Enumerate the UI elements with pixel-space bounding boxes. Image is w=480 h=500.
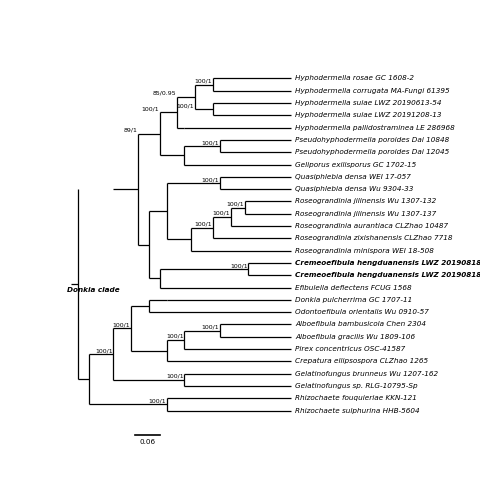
Text: Efibulella deflectens FCUG 1568: Efibulella deflectens FCUG 1568	[295, 284, 411, 290]
Text: 100/1: 100/1	[141, 106, 158, 112]
Text: Quasiphlebia densa WEI 17-057: Quasiphlebia densa WEI 17-057	[295, 174, 410, 180]
Text: Geliporus exilisporus GC 1702-15: Geliporus exilisporus GC 1702-15	[295, 162, 416, 168]
Text: Pseudohyphodermella poroides Dai 12045: Pseudohyphodermella poroides Dai 12045	[295, 150, 448, 156]
Text: 100/1: 100/1	[194, 78, 212, 84]
Text: Hyphodermella suiae LWZ 20190613-54: Hyphodermella suiae LWZ 20190613-54	[295, 100, 441, 106]
Text: Roseograndinia minispora WEI 18-508: Roseograndinia minispora WEI 18-508	[295, 248, 433, 254]
Text: 100/1: 100/1	[201, 140, 219, 145]
Text: Odontoefibula orientalis Wu 0910-57: Odontoefibula orientalis Wu 0910-57	[295, 309, 428, 315]
Text: Roseograndinia aurantiaca CLZhao 10487: Roseograndinia aurantiaca CLZhao 10487	[295, 223, 447, 229]
Text: Donkia pulcherrima GC 1707-11: Donkia pulcherrima GC 1707-11	[295, 297, 411, 303]
Text: 100/1: 100/1	[212, 211, 229, 216]
Text: Alboefibula gracilis Wu 1809-106: Alboefibula gracilis Wu 1809-106	[295, 334, 414, 340]
Text: 100/1: 100/1	[166, 334, 183, 339]
Text: Alboefibula bambusicola Chen 2304: Alboefibula bambusicola Chen 2304	[295, 322, 425, 328]
Text: Hyphodermella pallidostraminea LE 286968: Hyphodermella pallidostraminea LE 286968	[295, 124, 454, 130]
Text: Roseograndinia jilinensis Wu 1307-137: Roseograndinia jilinensis Wu 1307-137	[295, 211, 435, 217]
Text: 100/1: 100/1	[229, 263, 247, 268]
Text: Hyphodermella corrugata MA-Fungi 61395: Hyphodermella corrugata MA-Fungi 61395	[295, 88, 449, 94]
Text: 100/1: 100/1	[201, 324, 219, 330]
Text: Pseudohyphodermella poroides Dai 10848: Pseudohyphodermella poroides Dai 10848	[295, 137, 448, 143]
Text: Donkia clade: Donkia clade	[66, 287, 119, 293]
Text: Roseograndinia jilinensis Wu 1307-132: Roseograndinia jilinensis Wu 1307-132	[295, 198, 435, 204]
Text: Crepatura ellipsospora CLZhao 1265: Crepatura ellipsospora CLZhao 1265	[295, 358, 427, 364]
Text: 100/1: 100/1	[194, 222, 212, 226]
Text: Pirex concentricus OSC-41587: Pirex concentricus OSC-41587	[295, 346, 405, 352]
Text: 0.06: 0.06	[139, 440, 155, 446]
Text: Gelatinofungus sp. RLG-10795-Sp: Gelatinofungus sp. RLG-10795-Sp	[295, 383, 417, 389]
Text: Gelatinofungus brunneus Wu 1207-162: Gelatinofungus brunneus Wu 1207-162	[295, 370, 437, 376]
Text: Quasiphlebia densa Wu 9304-33: Quasiphlebia densa Wu 9304-33	[295, 186, 413, 192]
Text: 100/1: 100/1	[176, 103, 194, 108]
Text: 100/1: 100/1	[148, 398, 166, 404]
Text: Hyphodermella suiae LWZ 20191208-13: Hyphodermella suiae LWZ 20191208-13	[295, 112, 441, 118]
Text: 100/1: 100/1	[201, 177, 219, 182]
Text: Rhizochaete fouquieriae KKN-121: Rhizochaete fouquieriae KKN-121	[295, 395, 416, 402]
Text: Rhizochaete sulphurina HHB-5604: Rhizochaete sulphurina HHB-5604	[295, 408, 419, 414]
Text: Hyphodermella rosae GC 1608-2: Hyphodermella rosae GC 1608-2	[295, 76, 413, 82]
Text: 89/1: 89/1	[123, 128, 137, 133]
Text: 100/1: 100/1	[166, 374, 183, 379]
Text: 100/1: 100/1	[113, 322, 130, 328]
Text: Cremeoefibula hengduanensis LWZ 20190818-30b: Cremeoefibula hengduanensis LWZ 20190818…	[295, 272, 480, 278]
Text: Roseograndinia zixishanensis CLZhao 7718: Roseograndinia zixishanensis CLZhao 7718	[295, 236, 452, 242]
Text: 100/1: 100/1	[226, 202, 243, 206]
Text: Cremeoefibula hengduanensis LWZ 20190818-28a: Cremeoefibula hengduanensis LWZ 20190818…	[295, 260, 480, 266]
Text: 100/1: 100/1	[95, 348, 112, 353]
Text: 85/0.95: 85/0.95	[153, 91, 176, 96]
